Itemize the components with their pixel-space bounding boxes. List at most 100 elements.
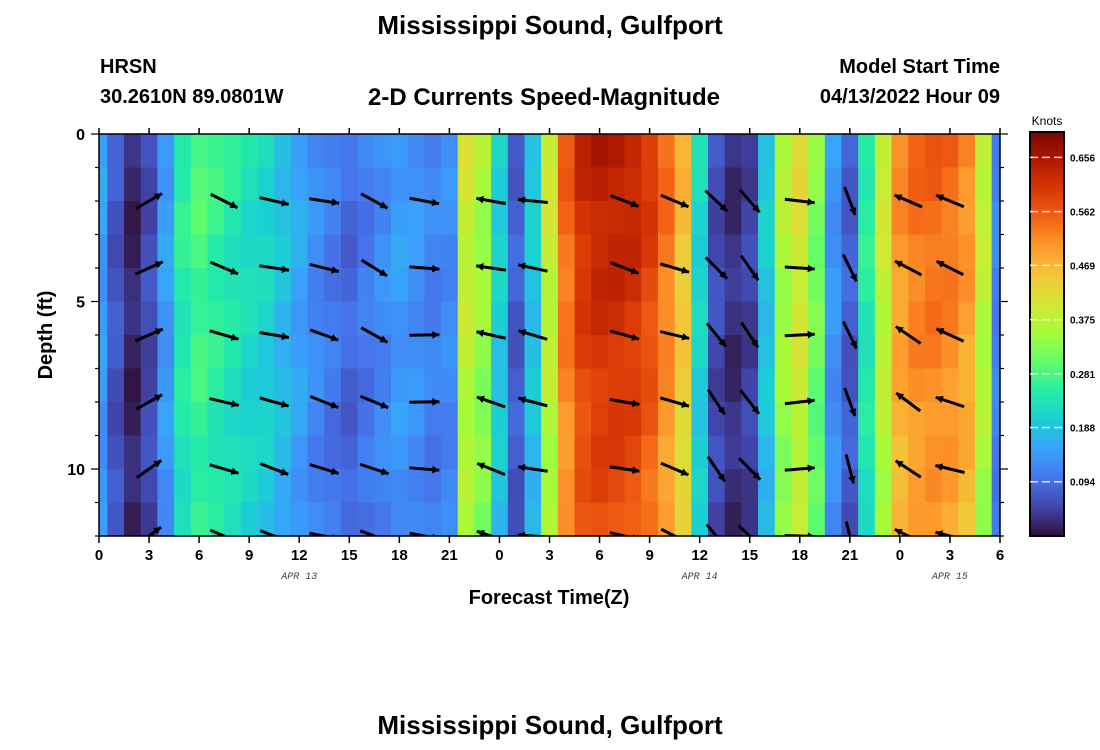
x-tick-label: 6: [595, 547, 603, 564]
heatmap-cell: [708, 134, 726, 169]
heatmap-cell: [858, 301, 876, 336]
heatmap-cell: [457, 368, 476, 403]
current-arrow: [844, 521, 852, 536]
heatmap-cell: [424, 167, 442, 202]
heatmap-cell: [591, 234, 609, 269]
heatmap-cell: [491, 469, 509, 504]
current-arrow: [359, 462, 390, 476]
heatmap-cell: [724, 234, 742, 269]
heatmap-cell: [941, 368, 959, 403]
heatmap-cell: [124, 301, 142, 336]
heatmap-cell: [207, 335, 225, 370]
heatmap-cell: [874, 335, 893, 370]
heatmap-cell: [574, 368, 592, 403]
heatmap-cell: [441, 268, 459, 303]
heatmap-cell: [858, 134, 876, 169]
current-arrow: [705, 322, 727, 348]
heatmap-cell: [591, 268, 609, 303]
current-arrow: [259, 196, 290, 207]
heatmap-cell: [808, 435, 826, 470]
heatmap-cell: [107, 402, 125, 437]
heatmap-cell: [524, 301, 542, 336]
heatmap-cell: [99, 167, 108, 202]
current-arrow: [895, 391, 922, 413]
y-tick-label: 10: [67, 462, 85, 479]
heatmap-cell: [958, 134, 976, 169]
current-arrow: [740, 321, 760, 349]
x-tick-label: 0: [95, 547, 103, 564]
heatmap-cell: [891, 469, 909, 504]
heatmap-cell: [607, 301, 626, 336]
heatmap-cell: [891, 167, 909, 202]
heatmap-cell: [991, 435, 1000, 470]
current-arrow: [659, 262, 690, 274]
heatmap-cell: [941, 402, 959, 437]
heatmap-cell: [140, 402, 158, 437]
heatmap-cell: [758, 268, 776, 303]
heatmap-cell: [624, 469, 642, 504]
heatmap-cell: [791, 435, 809, 470]
heatmap-cell: [991, 201, 1000, 236]
heatmap-cell: [274, 268, 292, 303]
heatmap-cell: [708, 402, 726, 437]
heatmap-cell: [724, 335, 742, 370]
date-label: APR 14: [681, 572, 718, 583]
heatmap-cell: [441, 469, 459, 504]
heatmap-cell: [174, 335, 192, 370]
heatmap-cell: [858, 502, 876, 536]
heatmap-cell: [190, 234, 209, 269]
heatmap-cell: [524, 502, 542, 536]
heatmap-cell: [457, 469, 476, 504]
current-arrow: [894, 459, 922, 479]
heatmap-cell: [741, 134, 759, 169]
heatmap-cell: [190, 368, 209, 403]
heatmap-cell: [441, 301, 459, 336]
current-arrow: [737, 524, 752, 536]
heatmap-cell: [324, 268, 342, 303]
heatmap-cell: [557, 469, 576, 504]
heatmap-cell: [507, 167, 526, 202]
current-arrow: [476, 195, 507, 206]
heatmap-cell: [474, 502, 492, 536]
current-arrow: [935, 463, 965, 474]
current-arrow: [706, 455, 727, 483]
heatmap-cell: [374, 368, 392, 403]
heatmap-cell: [107, 134, 125, 169]
heatmap-cell: [140, 502, 158, 536]
heatmap-cell: [557, 335, 576, 370]
heatmap-cell: [708, 234, 726, 269]
heatmap-cell: [324, 402, 342, 437]
heatmap-cell: [557, 201, 576, 236]
heatmap-cell: [340, 268, 359, 303]
heatmap-cell: [941, 335, 959, 370]
heatmap-cell: [774, 368, 793, 403]
current-arrow: [784, 197, 815, 206]
heatmap-cell: [107, 368, 125, 403]
current-arrow: [409, 331, 440, 339]
heatmap-cell: [524, 134, 542, 169]
heatmap-cell: [674, 502, 692, 536]
current-arrow: [146, 525, 162, 536]
heatmap-cell: [140, 167, 158, 202]
heatmap-cell: [941, 469, 959, 504]
heatmap-cell: [107, 234, 125, 269]
heatmap-cell: [240, 268, 259, 303]
heatmap-cell: [591, 469, 609, 504]
heatmap-cell: [574, 335, 592, 370]
heatmap-cell: [157, 268, 175, 303]
heatmap-cell: [641, 469, 659, 504]
heatmap-cell: [507, 502, 526, 536]
heatmap-cell: [224, 435, 242, 470]
heatmap-cell: [774, 301, 793, 336]
colorbar-tick-label: 0.094: [1070, 478, 1095, 489]
heatmap-cell: [340, 234, 359, 269]
heatmap-cell: [107, 268, 125, 303]
heatmap-cell: [841, 435, 859, 470]
heatmap-cell: [441, 502, 459, 536]
heatmap-cell: [307, 167, 325, 202]
heatmap-cell: [424, 201, 442, 236]
heatmap-cell: [524, 335, 542, 370]
heatmap-cell: [324, 435, 342, 470]
heatmap-cell: [190, 301, 209, 336]
heatmap-cell: [724, 469, 742, 504]
